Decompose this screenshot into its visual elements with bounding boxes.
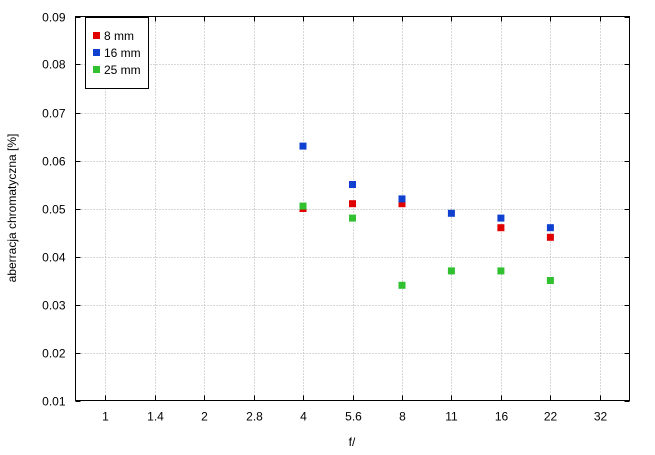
data-point-series-2	[546, 277, 554, 284]
x-tick-label: 1	[102, 410, 109, 424]
x-tick-label: 8	[399, 410, 406, 424]
x-tick-label: 2	[201, 410, 208, 424]
x-tick-label: 4	[300, 410, 307, 424]
data-point-series-2	[349, 214, 356, 222]
x-tick-label: 11	[445, 410, 458, 424]
data-point-series-0	[546, 233, 554, 241]
x-tick-label: 2.8	[246, 410, 263, 424]
x-axis-label: f/	[349, 435, 356, 449]
data-point-series-2	[447, 267, 455, 275]
data-point-series-0	[497, 224, 505, 232]
y-tick-label: 0.07	[42, 107, 66, 121]
data-point-series-2	[299, 202, 307, 210]
data-point-series-2	[398, 281, 406, 289]
y-tick-label: 0.04	[42, 251, 66, 265]
y-tick-label: 0.02	[42, 347, 66, 361]
data-point-series-1	[299, 142, 307, 150]
data-point-series-1	[349, 181, 356, 188]
data-point-series-1	[447, 209, 455, 217]
y-tick-label: 0.08	[42, 58, 66, 72]
x-tick-label: 5.6	[345, 410, 362, 424]
y-tick-label: 0.03	[42, 299, 66, 313]
data-point-series-0	[398, 200, 406, 208]
x-tick-label: 16	[495, 410, 509, 424]
legend-label: 8 mm	[104, 29, 134, 43]
data-point-series-1	[398, 195, 406, 203]
data-point-series-2	[497, 267, 505, 275]
legend-marker	[93, 66, 100, 73]
x-tick-label: 32	[594, 410, 608, 424]
legend-label: 16 mm	[104, 46, 141, 60]
grid-layer	[75, 16, 630, 401]
legend: 8 mm 16 mm 25 mm	[85, 17, 149, 89]
data-point-series-1	[497, 214, 505, 222]
y-tick-label: 0.05	[42, 203, 66, 217]
legend-marker	[93, 32, 100, 39]
x-tick-label: 22	[544, 410, 558, 424]
legend-label: 25 mm	[104, 63, 141, 77]
data-point-series-0	[349, 200, 356, 208]
x-tick-label: 1.4	[147, 410, 164, 424]
y-tick-label: 0.09	[42, 11, 66, 25]
plot-frame	[75, 16, 630, 401]
data-point-series-1	[546, 224, 554, 232]
y-tick-label: 0.06	[42, 155, 66, 169]
points-layer	[299, 142, 554, 289]
tick-layer: 1 1.4 2 2.8 4 5.6 8 11 16 22 32 0.01 0.02 0.03 0.04 0.0…	[42, 11, 630, 424]
y-axis-label: aberracja chromatyczna [%]	[5, 134, 19, 283]
legend-marker	[93, 49, 100, 56]
y-tick-label: 0.01	[42, 395, 66, 409]
